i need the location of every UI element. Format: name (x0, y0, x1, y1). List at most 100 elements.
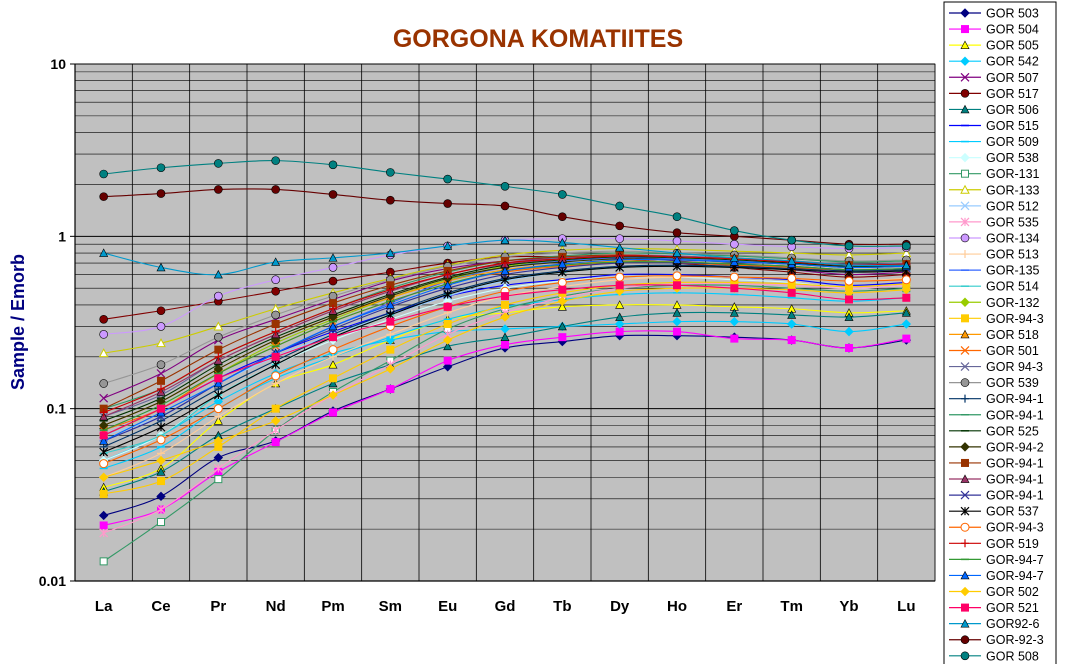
data-point (500, 266, 510, 275)
series-line (103, 281, 907, 495)
chart-title: GORGONA KOMATIITES (393, 25, 683, 53)
data-point (271, 425, 281, 435)
data-point (157, 385, 165, 394)
legend-marker (960, 651, 970, 661)
data-point (99, 330, 108, 339)
data-point (386, 385, 395, 394)
legend-entry: GOR-94-3 (949, 521, 1044, 535)
data-point (844, 276, 854, 286)
series-line (103, 284, 907, 562)
legend-label: GOR-133 (986, 183, 1040, 197)
data-point (500, 312, 510, 322)
data-point (214, 412, 223, 421)
legend-marker (961, 314, 969, 323)
legend-marker (960, 329, 970, 339)
legend-label: GOR-94-1 (986, 456, 1044, 470)
legend-entry: GOR-94-7 (949, 553, 1044, 567)
x-tick-label: Tb (553, 598, 571, 615)
data-point (443, 356, 452, 365)
x-tick-label: Ho (667, 598, 687, 615)
legend-entry: GOR 501 (949, 344, 1039, 358)
legend-marker (960, 490, 970, 500)
data-point (271, 360, 281, 370)
data-point (213, 436, 224, 446)
data-point (214, 475, 223, 484)
data-point (615, 234, 624, 243)
series-39 (99, 235, 911, 279)
legend-marker (960, 201, 970, 211)
data-point (787, 288, 796, 297)
legend-entry: GOR-94-1 (949, 473, 1044, 487)
data-point (99, 431, 108, 440)
data-point (501, 340, 509, 349)
legend-entry: GOR 507 (949, 71, 1039, 85)
data-point (901, 308, 911, 317)
legend-label: GOR-134 (986, 231, 1040, 245)
data-point (328, 378, 338, 388)
data-point (672, 255, 682, 264)
legend-label: GOR 525 (986, 424, 1039, 438)
legend-label: GOR 538 (986, 151, 1039, 165)
data-point (615, 327, 624, 336)
data-point (271, 379, 280, 388)
data-point (271, 286, 280, 296)
legend-entry: GOR 542 (949, 55, 1039, 69)
data-point (729, 272, 739, 282)
x-tick-label: La (95, 598, 113, 615)
data-point (443, 319, 452, 328)
legend-entry: GOR 505 (949, 39, 1039, 53)
data-point (845, 295, 853, 304)
data-point (156, 306, 166, 316)
data-point (157, 517, 165, 526)
legend-marker (960, 217, 970, 227)
legend-marker (961, 603, 969, 612)
legend-label: GOR 518 (986, 328, 1039, 342)
legend-entry: GOR-94-7 (949, 569, 1044, 583)
data-point (443, 290, 453, 299)
data-point (844, 260, 854, 269)
data-point (729, 308, 739, 317)
data-point (328, 276, 338, 286)
data-point (500, 332, 510, 341)
data-point (329, 374, 337, 383)
data-point (156, 505, 166, 514)
data-point (615, 281, 624, 290)
series-33 (99, 271, 911, 469)
legend-entry: GOR 502 (949, 585, 1039, 599)
legend-marker (960, 89, 970, 98)
data-point (214, 185, 223, 194)
legend-marker (960, 362, 970, 371)
data-point (557, 277, 567, 287)
data-point (615, 221, 624, 231)
legend-label: GOR 517 (986, 87, 1039, 101)
legend-label: GOR-94-3 (986, 521, 1044, 535)
data-point (557, 296, 568, 306)
data-point (214, 352, 223, 361)
series-38 (99, 281, 911, 440)
legend-label: GOR-135 (986, 264, 1040, 278)
data-point (156, 435, 166, 445)
data-point (902, 334, 911, 343)
plot-area: 10 1 0.1 0.01 La Ce Pr Nd Pm Sm Eu Gd Tb Dy Ho Er Tm Yb Lu (39, 56, 936, 615)
data-point (386, 317, 395, 326)
data-point (443, 302, 452, 311)
y-axis-title: Sample / Emorb (8, 254, 28, 390)
legend-label: GOR92-6 (986, 617, 1040, 631)
data-point (99, 379, 108, 388)
legend-label: GOR 535 (986, 215, 1039, 229)
data-point (329, 333, 337, 342)
data-point (443, 241, 453, 250)
data-point (442, 362, 453, 372)
data-point (214, 332, 223, 342)
legend-label: GOR-94-7 (986, 553, 1044, 567)
data-point (615, 255, 625, 264)
data-point (557, 267, 567, 277)
legend-entry: GOR-131 (949, 167, 1040, 181)
legend-label: GOR-131 (986, 167, 1040, 181)
data-point (156, 189, 166, 198)
legend-marker (960, 346, 970, 355)
data-point (213, 390, 223, 400)
legend-marker (960, 72, 970, 82)
legend-label: GOR 542 (986, 55, 1039, 69)
